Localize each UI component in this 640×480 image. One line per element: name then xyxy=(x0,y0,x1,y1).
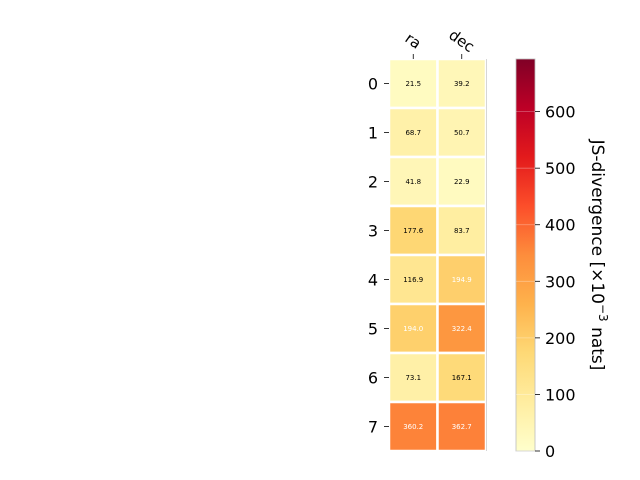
cell-value-label: 21.5 xyxy=(405,80,421,88)
heatmap-cell-labels: 21.5 39.2 68.7 50.7 41.8 22.9 177.6 83.7 116.9 19… xyxy=(403,80,472,431)
colorbar-tick-label: 400 xyxy=(545,216,576,235)
colorbar-tick-label: 600 xyxy=(545,103,576,122)
colorbar xyxy=(515,58,536,452)
cell-value-label: 50.7 xyxy=(454,129,470,137)
cell-value-label: 116.9 xyxy=(403,276,423,284)
heatmap-cell xyxy=(436,400,488,453)
colorbar-tick-label: 100 xyxy=(545,385,576,404)
heatmap-cell xyxy=(436,155,488,208)
heatmap-cells xyxy=(387,57,488,453)
y-tick-label: 4 xyxy=(368,271,378,290)
colorbar-gradient xyxy=(515,58,536,452)
colorbar-label-unit: nats] xyxy=(587,322,607,371)
y-tick-label: 3 xyxy=(368,222,378,241)
cell-value-label: 39.2 xyxy=(454,80,470,88)
y-tick-label: 0 xyxy=(368,75,378,94)
colorbar-tick-label: 300 xyxy=(545,272,576,291)
cell-value-label: 194.0 xyxy=(403,325,423,333)
cell-value-label: 167.1 xyxy=(452,374,472,382)
colorbar-label-main: JS-divergence [×10 xyxy=(587,139,607,304)
colorbar-label-exponent: −3 xyxy=(596,304,610,322)
cell-value-label: 83.7 xyxy=(454,227,470,235)
y-tick-label: 1 xyxy=(368,124,378,143)
colorbar-tick-label: 200 xyxy=(545,329,576,348)
cell-value-label: 322.4 xyxy=(452,325,473,333)
x-axis: ra dec xyxy=(402,26,478,59)
cell-value-label: 362.7 xyxy=(452,423,472,431)
colorbar-label: JS-divergence [×10−3 nats] xyxy=(587,139,610,371)
x-tick-label: ra xyxy=(402,29,425,53)
cell-value-label: 360.2 xyxy=(403,423,423,431)
cell-value-label: 73.1 xyxy=(405,374,421,382)
cell-value-label: 177.6 xyxy=(403,227,424,235)
colorbar-tick-label: 500 xyxy=(545,159,576,178)
y-tick-label: 2 xyxy=(368,173,378,192)
heatmap-cell xyxy=(436,106,488,159)
colorbar-tick-label: 0 xyxy=(545,442,555,461)
y-axis: 0 1 2 3 4 5 6 7 xyxy=(368,59,487,451)
y-tick-label: 7 xyxy=(368,418,378,437)
cell-value-label: 68.7 xyxy=(405,129,421,137)
cell-value-label: 41.8 xyxy=(405,178,421,186)
colorbar-ticks: 0 100 200 300 400 500 600 xyxy=(516,103,576,461)
heatmap-cell xyxy=(436,204,488,257)
heatmap-cell xyxy=(436,253,488,306)
cell-value-label: 22.9 xyxy=(454,178,470,186)
y-tick-label: 6 xyxy=(368,369,378,388)
x-tick-label: dec xyxy=(445,26,477,56)
y-tick-label: 5 xyxy=(368,320,378,339)
cell-value-label: 194.9 xyxy=(452,276,472,284)
